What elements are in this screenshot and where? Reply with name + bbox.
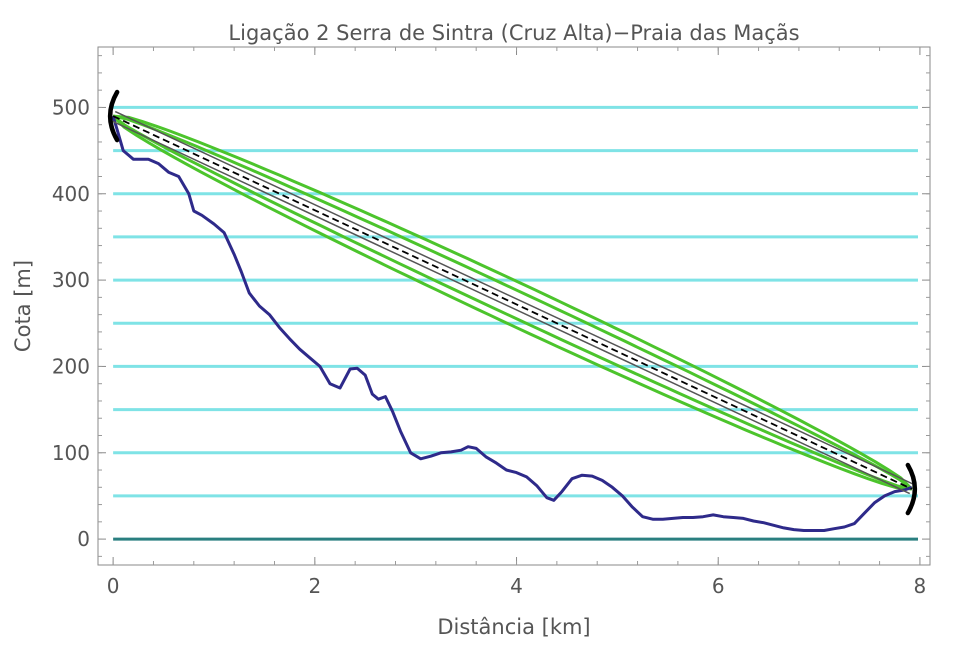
fresnel-zone-upper-2 (112, 114, 913, 491)
line-of-sight-edge-2 (114, 110, 915, 486)
line-of-sight-group (110, 110, 915, 495)
plot-frame (97, 46, 931, 566)
axis-ticks: 0 2 4 6 8 0 100 200 300 400 500 (52, 47, 930, 598)
x-axis-title: Distância [km] (437, 615, 590, 639)
y-tick-label: 100 (52, 441, 90, 465)
fresnel-zone-lower-1 (112, 114, 913, 491)
y-axis-title: Cota [m] (11, 260, 35, 352)
chart-title: Ligação 2 Serra de Sintra (Cruz Alta)−Pr… (228, 21, 799, 45)
antenna-markers (107, 89, 918, 516)
y-tick-label: 300 (52, 268, 90, 292)
x-tick-label: 2 (308, 574, 321, 598)
x-tick-label: 4 (510, 574, 523, 598)
x-tick-label: 6 (712, 574, 725, 598)
x-tick-label: 8 (914, 574, 927, 598)
fresnel-zone-lower-2 (112, 114, 913, 491)
y-tick-label: 200 (52, 354, 90, 378)
terrain-group (111, 115, 913, 532)
transmitter-antenna-marker (107, 89, 120, 143)
fresnel-zone (112, 114, 913, 491)
receiver-antenna-marker (905, 462, 918, 516)
y-tick-label: 500 (52, 95, 90, 119)
x-tick-label: 0 (107, 574, 120, 598)
y-tick-label: 0 (77, 527, 90, 551)
terrain-profile-line (111, 115, 913, 532)
elevation-levels (113, 105, 918, 541)
line-of-sight-edge-1 (110, 119, 911, 495)
line-of-sight (112, 115, 913, 490)
fresnel-zone-upper-1 (112, 115, 912, 491)
y-tick-label: 400 (52, 182, 90, 206)
